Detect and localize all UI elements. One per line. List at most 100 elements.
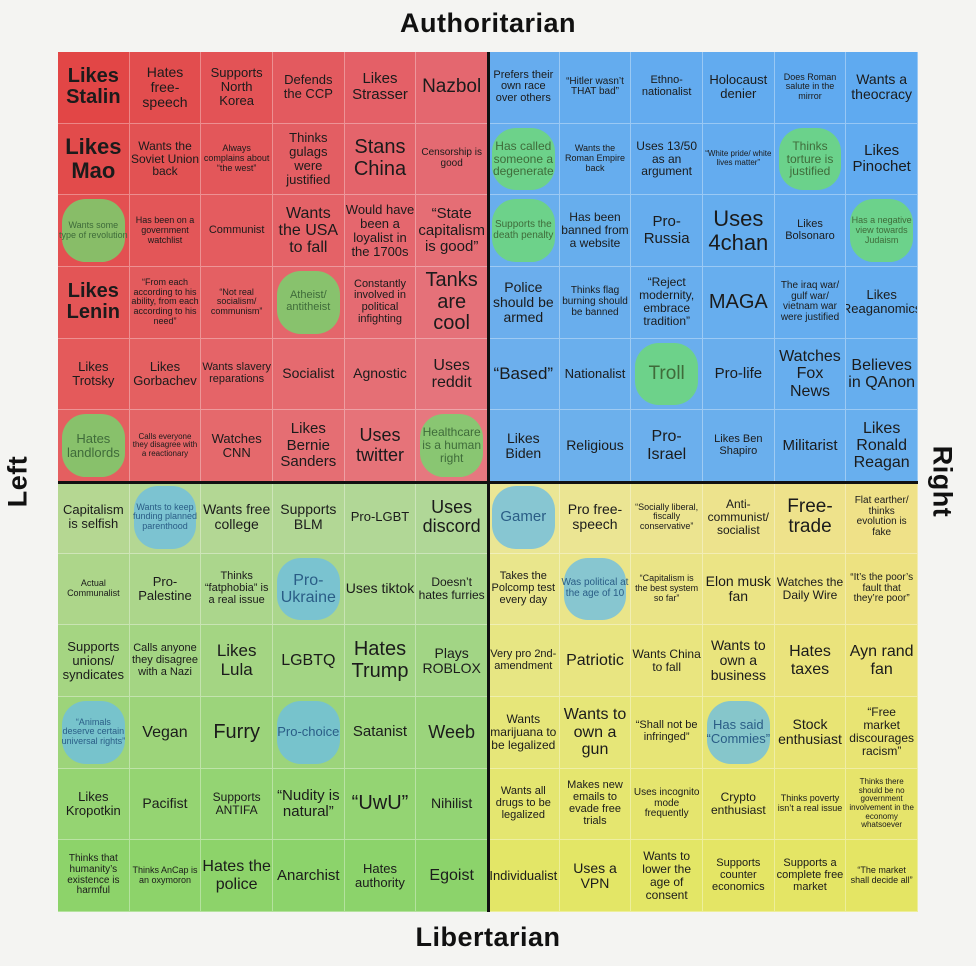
cell-label: Actual Communalist: [67, 578, 120, 598]
libertarian-label: Libertarian: [415, 922, 561, 952]
compass-cell: Likes Mao: [58, 123, 130, 196]
compass-cell: Pacifist: [129, 768, 202, 841]
cell-label: Supports counter economics: [712, 856, 765, 893]
compass-cell: “Shall not be infringed”: [631, 696, 703, 769]
cell-label: Atheist/ antitheist: [286, 289, 331, 314]
cell-label: Free-trade: [787, 495, 833, 538]
compass-cell: Supports unions/ syndicates: [58, 625, 130, 697]
compass-cell: Pro-Palestine: [129, 553, 202, 626]
compass-cell: Supports BLM: [272, 481, 345, 554]
cell-label: Pro-life: [714, 364, 763, 382]
cell-label: Pro-Russia: [643, 213, 690, 247]
highlight-green: [62, 199, 125, 262]
cell-label: “State capitalism is good”: [418, 205, 485, 255]
compass-cell: Gamer: [487, 481, 560, 554]
cell-label: Has been banned from a website: [561, 210, 629, 251]
cell-label: Calls anyone they disagree with a Nazi: [131, 641, 199, 678]
cell-label: Doesn’t hates furries: [418, 575, 485, 602]
cell-label: Stans China: [353, 136, 407, 180]
compass-cell: Wants the Roman Empire back: [559, 123, 632, 196]
cell-label: Uses twitter: [355, 425, 404, 465]
cell-label: Uses discord: [422, 496, 481, 537]
horizontal-axis-line: [58, 481, 918, 484]
authoritarian-label: Authoritarian: [399, 8, 576, 38]
cell-label: Pro-LGBT: [350, 509, 410, 525]
cell-label: Militarist: [782, 436, 838, 454]
cell-label: Likes Reaganomics: [846, 287, 918, 317]
cell-label: “Animals deserve certain universal right…: [61, 716, 126, 747]
cell-label: Ethno-nationalist: [641, 74, 692, 99]
compass-cell: Censorship is good: [416, 123, 488, 196]
cell-label: Wants China to fall: [632, 646, 701, 674]
cell-label: Likes Kropotkin: [65, 788, 121, 818]
cell-label: Hates authority: [355, 860, 405, 890]
cell-label: Hates landlords: [66, 430, 120, 460]
compass-cell: Watches CNN: [201, 410, 273, 482]
cell-label: Wants to lower the age of consent: [642, 848, 691, 902]
compass-cell: Wants all drugs to be legalized: [487, 768, 560, 841]
compass-cell: Likes Strasser: [344, 52, 417, 124]
compass-cell: Crypto enthusiast: [702, 768, 775, 841]
cell-label: Makes new emails to evade free trials: [567, 779, 623, 827]
cell-label: Watches Fox News: [779, 348, 841, 400]
compass-cell: “UwU”: [344, 768, 417, 841]
compass-cell: Ayn rand fan: [846, 625, 918, 697]
cell-label: Likes Ben Shapiro: [714, 432, 763, 457]
cell-label: “Capitalism is the best system so far”: [635, 573, 699, 603]
compass-cell: Was political at the age of 10: [559, 553, 632, 626]
compass-cell: Likes Gorbachev: [129, 338, 202, 411]
cell-label: Has said “Commies”: [706, 717, 771, 747]
cell-label: Likes Bolsonaro: [785, 217, 835, 242]
compass-cell: Takes the Polcomp test every day: [487, 553, 560, 626]
cell-label: Pro-choice: [277, 724, 340, 740]
compass-cell: Patriotic: [559, 625, 632, 697]
compass-cell: Healthcare is a human right: [416, 410, 488, 482]
compass-cell: Has called someone a degenerate: [487, 123, 560, 196]
compass-cell: Wants the Soviet Union back: [129, 123, 202, 196]
compass-cell: Flat earther/ thinks evolution is fake: [846, 481, 918, 554]
cell-label: Hates free-speech: [142, 63, 188, 110]
compass-cell: Uses incognito mode frequently: [631, 768, 703, 841]
compass-cell: “Free market discourages racism”: [846, 696, 918, 769]
cell-label: Has a negative view towards Judaism: [851, 215, 912, 245]
compass-cell: Wants to own a business: [702, 625, 775, 697]
highlight-green: [635, 342, 698, 406]
cell-label: Anarchist: [277, 866, 340, 884]
compass-cell: Has been banned from a website: [559, 195, 632, 267]
compass-cell: Hates landlords: [58, 410, 130, 482]
compass-cell: “Socially liberal, fiscally conservative…: [631, 481, 703, 554]
compass-cell: “Nudity is natural”: [272, 768, 345, 841]
compass-cell: Likes Pinochet: [846, 123, 918, 196]
compass-cell: Nazbol: [416, 52, 488, 124]
compass-cell: Likes Kropotkin: [58, 768, 130, 841]
compass-cell: Vegan: [129, 696, 202, 769]
compass-cell: Anti-communist/ socialist: [702, 481, 775, 554]
compass-cell: Stans China: [344, 123, 417, 196]
compass-cell: Hates the police: [201, 840, 273, 912]
highlight-blue: [706, 700, 770, 764]
highlight-green: [420, 414, 483, 477]
cell-label: Believes in QAnon: [848, 356, 916, 391]
compass-cell: Thinks torture is justified: [774, 123, 847, 196]
compass-cell: Free-trade: [774, 481, 847, 554]
cell-label: Weeb: [428, 721, 475, 742]
cell-label: Defends the CCP: [283, 72, 333, 102]
cell-label: Wants a theocracy: [851, 71, 912, 103]
compass-cell: Wants to keep funding planned parenthood: [129, 481, 202, 554]
cell-label: Holocaust denier: [709, 72, 768, 102]
cell-label: Nazbol: [422, 76, 482, 98]
compass-cell: Nationalist: [559, 338, 632, 411]
compass-cell: Likes Biden: [487, 410, 560, 482]
cell-label: Plays ROBLOX: [422, 644, 481, 676]
cell-label: Likes Trotsky: [72, 358, 115, 388]
compass-cell: Atheist/ antitheist: [272, 266, 345, 339]
compass-cell: Likes Ben Shapiro: [702, 410, 775, 482]
cell-label: Thinks torture is justified: [786, 138, 834, 179]
cell-label: Very pro 2nd-amendment: [490, 647, 557, 672]
compass-cell: Has said “Commies”: [702, 696, 775, 769]
cell-label: Uses reddit: [431, 356, 472, 391]
political-compass-grid: Likes Stalin Hates free-speech Supports No…: [58, 52, 918, 912]
cell-label: Pro-Israel: [647, 428, 687, 463]
compass-cell: Wants slavery reparations: [201, 338, 273, 411]
cell-label: Wants to keep funding planned parenthood: [132, 501, 198, 532]
